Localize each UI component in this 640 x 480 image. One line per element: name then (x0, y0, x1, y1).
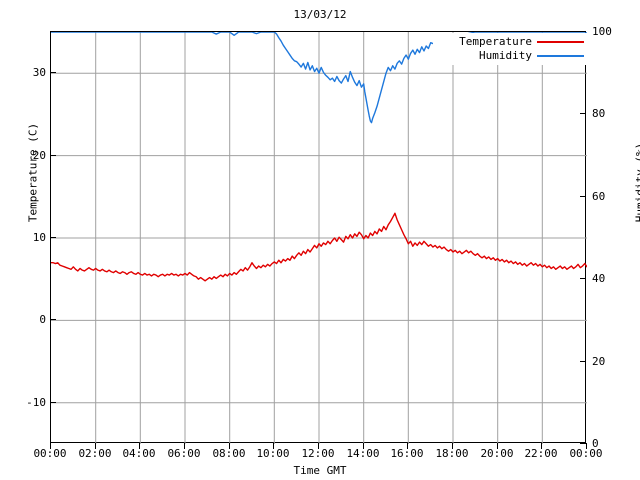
left-axis-tick-labels: -10 0 10 20 30 (0, 0, 46, 480)
left-tick-label: 0 (39, 313, 46, 326)
x-tick-mark (586, 443, 587, 449)
legend-item-humidity: Humidity (435, 49, 584, 63)
right-tick-mark (580, 361, 586, 362)
x-tick-mark (229, 443, 230, 449)
legend-swatch-humidity (537, 55, 584, 57)
left-tick-label: 30 (32, 66, 46, 79)
legend-swatch-temperature (537, 41, 584, 43)
x-tick-mark (363, 443, 364, 449)
legend-label-humidity: Humidity (479, 49, 532, 62)
right-axis-title: Humidity (%) (633, 142, 640, 223)
x-tick-label: 14:00 (346, 447, 380, 460)
right-tick-label: 60 (592, 190, 606, 203)
x-tick-label: 00:00 (33, 447, 67, 460)
x-tick-label: 10:00 (256, 447, 290, 460)
x-tick-mark (407, 443, 408, 449)
left-tick-mark (50, 402, 56, 403)
x-tick-mark (452, 443, 453, 449)
right-tick-label: 40 (592, 272, 606, 285)
right-tick-mark (580, 196, 586, 197)
left-tick-mark (50, 319, 56, 320)
left-tick-label: 10 (32, 231, 46, 244)
left-tick-label: -10 (26, 396, 46, 409)
x-tick-mark (50, 443, 51, 449)
x-tick-label: 08:00 (212, 447, 246, 460)
x-tick-mark (541, 443, 542, 449)
right-tick-label: 100 (592, 25, 612, 38)
x-axis-title: Time GMT (293, 464, 347, 477)
x-tick-label: 16:00 (390, 447, 424, 460)
left-tick-mark (50, 72, 56, 73)
chart-title: 13/03/12 (293, 8, 347, 21)
x-tick-label: 12:00 (301, 447, 335, 460)
x-tick-mark (497, 443, 498, 449)
x-tick-label: 20:00 (480, 447, 514, 460)
x-axis-tick-labels: 00:00 02:00 04:00 06:00 08:00 10:00 12:00 14:00… (0, 448, 640, 464)
right-tick-mark (580, 443, 586, 444)
right-tick-mark (580, 278, 586, 279)
plot-area (50, 31, 587, 444)
x-tick-mark (273, 443, 274, 449)
chart-legend: Temperature Humidity (433, 33, 586, 65)
x-tick-mark (318, 443, 319, 449)
left-tick-mark (50, 155, 56, 156)
x-tick-mark (184, 443, 185, 449)
x-tick-label: 18:00 (435, 447, 469, 460)
data-series-lines (51, 32, 587, 282)
x-tick-mark (139, 443, 140, 449)
right-tick-label: 80 (592, 107, 606, 120)
legend-label-temperature: Temperature (459, 35, 532, 48)
x-tick-label: 02:00 (78, 447, 112, 460)
left-axis-title: Temperature (C) (26, 122, 40, 223)
left-tick-mark (50, 237, 56, 238)
left-tick-label: 20 (32, 149, 46, 162)
x-tick-label: 00:00 (569, 447, 603, 460)
x-tick-label: 22:00 (524, 447, 558, 460)
right-tick-mark (580, 31, 586, 32)
legend-item-temperature: Temperature (435, 35, 584, 49)
right-tick-label: 20 (592, 355, 606, 368)
x-tick-label: 06:00 (167, 447, 201, 460)
right-tick-mark (580, 113, 586, 114)
right-axis-tick-labels: 0 20 40 60 80 100 (592, 0, 640, 480)
x-tick-label: 04:00 (122, 447, 156, 460)
right-tick-label: 0 (592, 437, 599, 450)
x-tick-mark (95, 443, 96, 449)
